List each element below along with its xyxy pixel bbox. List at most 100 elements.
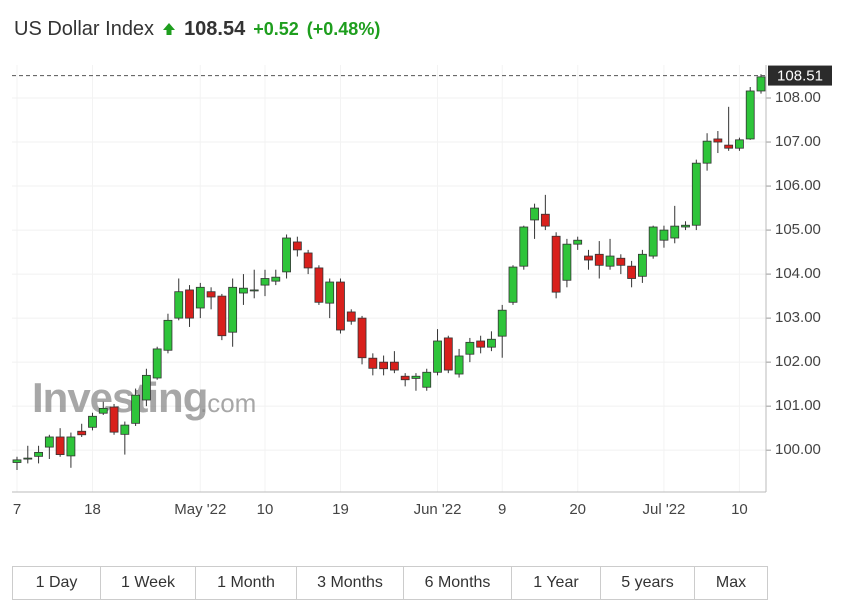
candle-body — [55, 436, 65, 455]
candle-body — [497, 309, 507, 337]
candle-body — [152, 348, 162, 379]
candle-body — [724, 144, 734, 149]
x-tick-label: Jul '22 — [643, 501, 686, 518]
candle-body — [88, 415, 97, 428]
range-button[interactable]: Max — [715, 574, 747, 591]
y-tick-label: 101.00 — [775, 397, 821, 414]
chart: 100.00 101.00 102.00 103.00 104.00 105.00 106.… — [12, 65, 832, 518]
range-button[interactable]: 1 Day — [13, 567, 101, 599]
candle-body — [131, 394, 141, 424]
candle-body — [325, 281, 335, 304]
candle-body — [271, 276, 281, 282]
candle-body — [228, 286, 238, 333]
candle-body — [282, 237, 291, 273]
x-tick-label: 20 — [569, 501, 586, 518]
candle-body — [44, 436, 54, 448]
x-tick-label: 10 — [257, 501, 274, 518]
y-tick-label: 102.00 — [775, 353, 821, 370]
candle-body — [745, 90, 755, 140]
x-tick-label: May '22 — [174, 501, 226, 518]
candle-body — [659, 229, 669, 241]
range-button[interactable]: 1 Month — [196, 567, 297, 599]
x-tick-label: 9 — [498, 501, 506, 518]
up-arrow — [163, 23, 176, 35]
candle-body — [303, 252, 313, 269]
candle-body — [637, 253, 647, 277]
candle-body — [120, 424, 130, 435]
candle-body — [562, 243, 572, 281]
y-tick-label: 108.00 — [775, 89, 821, 106]
candle-body — [713, 138, 723, 143]
last-price-tag — [768, 65, 832, 86]
candle-body — [400, 375, 410, 381]
candle-body — [670, 225, 680, 239]
candle-body — [605, 255, 615, 267]
candle-body — [185, 289, 194, 319]
candle-body — [519, 226, 529, 267]
candle-body — [584, 255, 593, 261]
y-tick-label: 104.00 — [775, 265, 821, 282]
candle-body — [702, 140, 712, 164]
candle-body — [195, 286, 205, 309]
candle-body — [540, 213, 550, 227]
range-buttons: 1 Day 1 Week 1 Month 3 Months 6 Months 1 Year… — [12, 566, 768, 600]
title: US Dollar Index — [14, 17, 155, 40]
candle-body — [551, 235, 561, 293]
candle-body — [368, 357, 378, 369]
candle-body — [98, 407, 108, 414]
candle-body — [411, 375, 421, 379]
watermark: .com — [200, 388, 256, 418]
y-tick-label: 107.00 — [775, 133, 821, 150]
candle-body — [12, 459, 22, 463]
candle-body — [454, 355, 464, 375]
candle-body — [141, 374, 151, 401]
candle-body — [422, 371, 432, 388]
candle-body — [530, 207, 539, 221]
range-button[interactable]: 1 Year — [512, 567, 601, 599]
candle-body — [66, 436, 76, 457]
candle-body — [476, 340, 486, 348]
change-percent: (+0.48%) — [306, 18, 381, 39]
x-tick-label: 7 — [13, 501, 21, 518]
candle-body — [735, 139, 744, 149]
candle-body — [163, 319, 173, 351]
candle-body — [681, 224, 690, 228]
x-tick-label: 10 — [731, 501, 748, 518]
candle-body — [508, 266, 518, 303]
candle-body — [465, 341, 475, 355]
range-button[interactable]: 6 Months — [404, 567, 512, 599]
range-button[interactable]: 3 Months — [297, 567, 404, 599]
candle-body — [433, 340, 442, 373]
candle-body — [23, 457, 33, 460]
price: 108.54 — [184, 17, 246, 40]
candle-body — [217, 295, 227, 337]
candle-body — [648, 226, 658, 257]
candle-body — [357, 317, 367, 359]
candle-body — [573, 239, 583, 245]
candle-body — [346, 311, 356, 322]
y-tick-label: 100.00 — [775, 441, 821, 458]
candle-body — [174, 291, 184, 319]
candle-body — [627, 265, 637, 279]
x-tick-label: Jun '22 — [414, 501, 462, 518]
candle-body — [34, 451, 43, 457]
candle-body — [206, 291, 216, 298]
candle-body — [260, 278, 270, 286]
x-tick-label: 18 — [84, 501, 101, 518]
y-tick-label: 105.00 — [775, 221, 821, 238]
y-tick-label: 103.00 — [775, 309, 821, 326]
range-button[interactable]: 5 years — [601, 567, 695, 599]
candle-body — [314, 267, 324, 303]
candle-body — [249, 289, 259, 292]
candle-body — [379, 361, 389, 370]
y-tick-label: 106.00 — [775, 177, 821, 194]
candle-body — [336, 281, 345, 331]
candle-body — [594, 253, 604, 266]
candle-body — [691, 162, 701, 226]
candle-body — [389, 361, 399, 371]
range-button[interactable]: 1 Week — [101, 567, 196, 599]
header: US Dollar Index 108.54 +0.52 (+0.48%) — [14, 14, 380, 44]
candle-body — [109, 406, 119, 433]
candle-body — [487, 338, 496, 348]
